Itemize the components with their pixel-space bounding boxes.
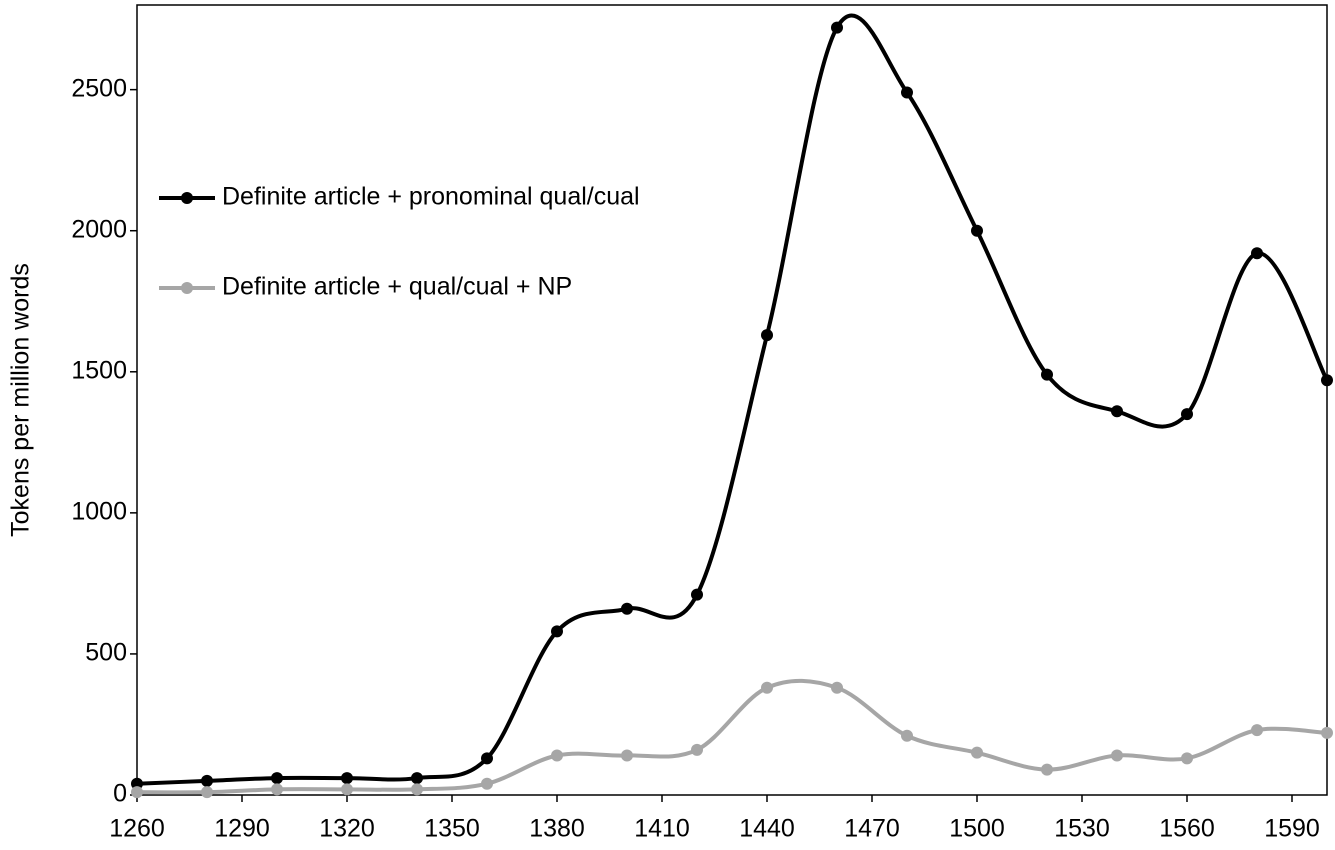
y-tick-label: 1500 xyxy=(71,356,127,384)
data-point xyxy=(481,752,493,765)
data-point xyxy=(341,783,353,796)
x-tick-label: 1590 xyxy=(1264,815,1320,843)
data-point xyxy=(831,681,843,694)
data-point xyxy=(761,681,773,694)
data-point xyxy=(1041,763,1053,776)
series-line xyxy=(136,678,1328,795)
data-point xyxy=(1111,749,1123,762)
x-tick-label: 1290 xyxy=(214,815,270,843)
data-point xyxy=(1321,726,1333,739)
data-point xyxy=(901,86,913,99)
x-tick-label: 1440 xyxy=(739,815,795,843)
legend-label: Definite article + qual/cual + NP xyxy=(222,273,572,301)
data-point xyxy=(551,749,563,762)
legend-label: Definite article + pronominal qual/cual xyxy=(222,183,640,211)
y-tick-label: 1000 xyxy=(71,497,127,525)
data-point xyxy=(411,783,423,796)
data-point xyxy=(621,749,633,762)
data-point xyxy=(131,777,143,790)
data-point xyxy=(901,729,913,742)
data-point xyxy=(1251,247,1263,260)
x-tick-label: 1350 xyxy=(424,815,480,843)
data-point xyxy=(831,21,843,34)
data-point xyxy=(971,224,983,237)
series-line xyxy=(136,13,1329,786)
data-point xyxy=(481,777,493,790)
data-point xyxy=(201,786,213,799)
x-tick-label: 1380 xyxy=(529,815,585,843)
data-point xyxy=(411,772,423,785)
data-point xyxy=(1321,374,1333,387)
legend-marker xyxy=(181,282,193,294)
data-point xyxy=(1041,368,1053,381)
data-point xyxy=(551,625,563,638)
x-tick-label: 1320 xyxy=(319,815,375,843)
x-tick-label: 1260 xyxy=(109,815,165,843)
data-point xyxy=(271,772,283,785)
data-point xyxy=(691,743,703,756)
x-tick-label: 1470 xyxy=(844,815,900,843)
data-point xyxy=(1251,724,1263,737)
data-point xyxy=(761,329,773,342)
data-point xyxy=(1181,752,1193,765)
data-point xyxy=(1111,405,1123,418)
y-tick-label: 2000 xyxy=(71,215,127,243)
data-point xyxy=(131,786,143,799)
y-axis-label: Tokens per million words xyxy=(7,263,35,537)
x-tick-label: 1530 xyxy=(1054,815,1110,843)
data-point xyxy=(971,746,983,759)
data-point xyxy=(201,774,213,787)
x-tick-label: 1560 xyxy=(1159,815,1215,843)
y-tick-label: 500 xyxy=(85,639,127,667)
data-point xyxy=(341,772,353,785)
data-point xyxy=(621,602,633,615)
y-tick-label: 2500 xyxy=(71,74,127,102)
data-point xyxy=(271,783,283,796)
plot-frame xyxy=(136,4,1328,796)
data-point xyxy=(1181,408,1193,421)
x-tick-label: 1410 xyxy=(634,815,690,843)
legend-marker xyxy=(181,192,193,204)
y-tick-label: 0 xyxy=(113,780,127,808)
data-point xyxy=(691,588,703,601)
x-tick-label: 1500 xyxy=(949,815,1005,843)
